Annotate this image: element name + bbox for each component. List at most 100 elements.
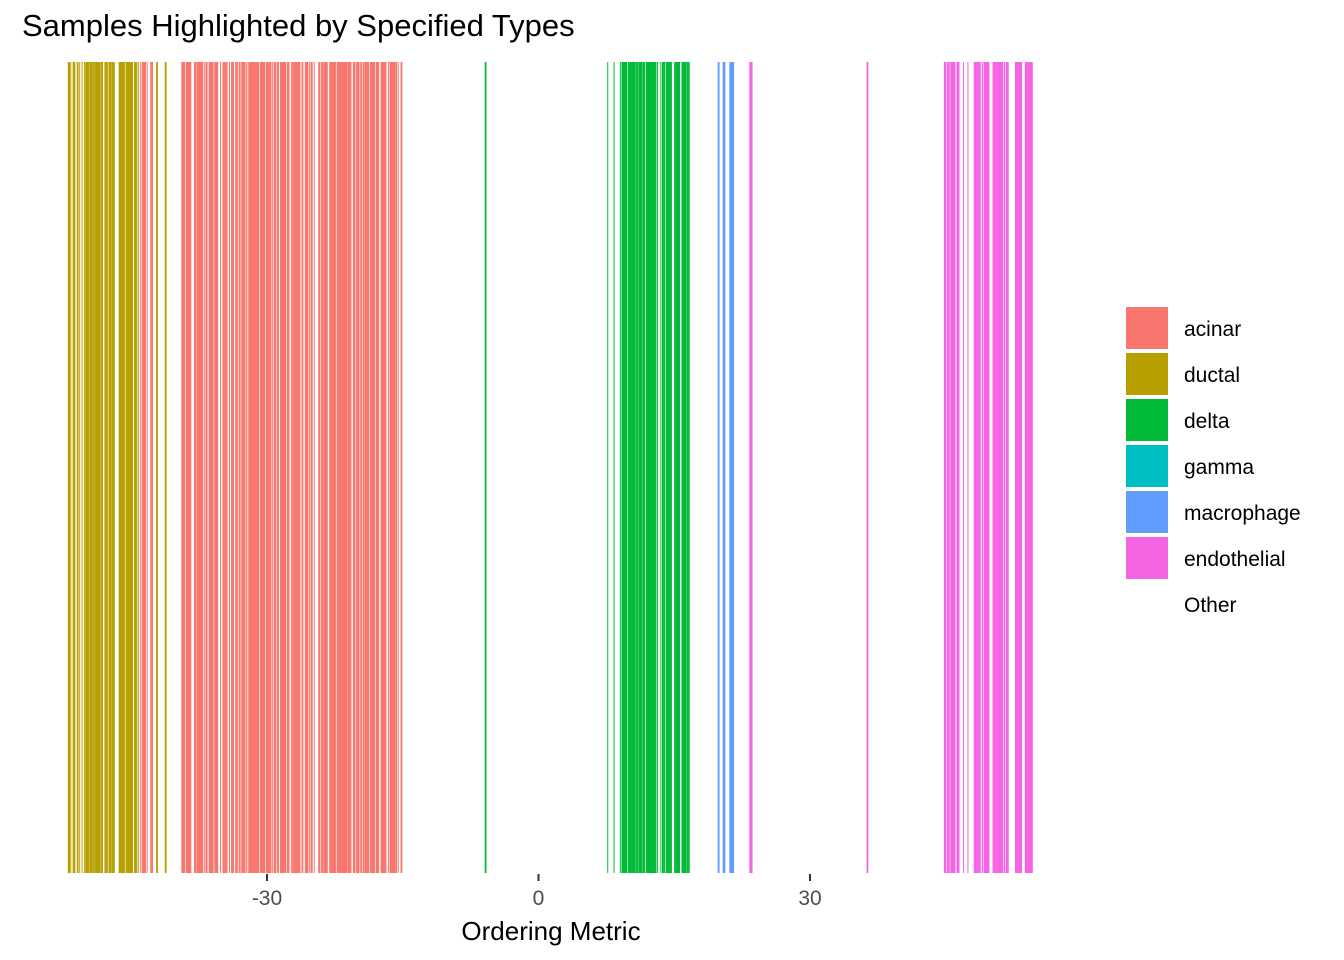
sample-bar-acinar (140, 62, 142, 873)
sample-bar-acinar (334, 62, 336, 873)
sample-bar-acinar (211, 62, 213, 873)
sample-bar-acinar (329, 62, 331, 873)
sample-bar-delta (676, 62, 678, 873)
sample-bar-macrophage (733, 62, 735, 873)
sample-bar-acinar (381, 62, 384, 873)
sample-bar-delta (674, 62, 676, 873)
sample-bar-ductal (89, 62, 92, 873)
sample-bar-acinar (239, 62, 241, 873)
sample-bar-acinar (146, 62, 148, 873)
sample-bar-ductal (88, 62, 90, 873)
x-axis: -30 0 30 Ordering Metric (252, 874, 822, 946)
sample-bar-ductal (109, 62, 112, 873)
sample-bar-ductal (127, 62, 129, 873)
sample-bar-acinar (229, 62, 231, 873)
sample-bar-endothelial (975, 62, 977, 873)
sample-bar-acinar (319, 62, 321, 873)
sample-bar-endothelial (1000, 62, 1003, 873)
sample-bar-ductal (104, 62, 106, 873)
sample-bar-acinar (336, 62, 338, 873)
sample-bar-acinar (141, 62, 143, 873)
sample-bar-acinar (361, 62, 363, 873)
sample-bar-acinar (274, 62, 277, 873)
legend-label: endothelial (1184, 548, 1286, 571)
sample-bar-acinar (342, 62, 345, 873)
legend-swatch (1126, 491, 1168, 533)
legend-item-delta: delta (1126, 398, 1336, 444)
sample-bar-acinar (182, 62, 184, 873)
sample-bar-acinar (364, 62, 367, 873)
sample-bar-ductal (123, 62, 125, 873)
sample-bar-ductal (85, 62, 88, 873)
sample-bar-acinar (254, 62, 256, 873)
sample-bar-endothelial (967, 62, 969, 873)
sample-bar-acinar (337, 62, 339, 873)
legend-item-other: Other (1126, 582, 1336, 628)
sample-bar-delta (638, 62, 641, 873)
sample-bar-endothelial (1016, 62, 1018, 873)
sample-bar-delta (626, 62, 628, 873)
sample-bar-acinar (195, 62, 197, 873)
sample-bar-acinar (143, 62, 146, 873)
sample-bar-ductal (93, 62, 95, 873)
sample-bar-ductal (121, 62, 123, 873)
sample-bar-acinar (269, 62, 271, 873)
sample-bar-acinar (344, 62, 347, 873)
sample-bar-delta (675, 62, 677, 873)
sample-bar-endothelial (1020, 62, 1022, 873)
sample-bar-acinar (332, 62, 334, 873)
sample-bar-delta (685, 62, 687, 873)
sample-bar-acinar (367, 62, 369, 873)
legend-label: gamma (1184, 456, 1255, 479)
sample-bar-delta (642, 62, 644, 873)
sample-bar-acinar (396, 62, 398, 873)
sample-bar-acinar (193, 62, 195, 873)
sample-bar-acinar (277, 62, 279, 873)
sample-bar-endothelial (995, 62, 997, 873)
sample-bar-delta (607, 62, 609, 873)
sample-bar-acinar (223, 62, 225, 873)
sample-bar-acinar (307, 62, 309, 873)
sample-bar-ductal (120, 62, 122, 873)
sample-bar-acinar (313, 62, 315, 873)
sample-bar-acinar (376, 62, 378, 873)
sample-bar-endothelial (976, 62, 978, 873)
sample-bar-acinar (212, 62, 214, 873)
sample-bar-endothelial (1006, 62, 1009, 873)
sample-bar-delta (652, 62, 655, 873)
sample-bar-acinar (187, 62, 190, 873)
sample-bar-acinar (194, 62, 196, 873)
sample-bar-acinar (233, 62, 235, 873)
sample-bar-acinar (243, 62, 245, 873)
sample-bar-acinar (256, 62, 258, 873)
x-axis-label: Ordering Metric (461, 916, 640, 946)
sample-bar-acinar (285, 62, 287, 873)
legend-swatch (1126, 445, 1168, 487)
sample-bar-delta (669, 62, 671, 873)
sample-bar-acinar (268, 62, 270, 873)
legend-label: macrophage (1184, 502, 1301, 525)
sample-bar-delta (629, 62, 631, 873)
sample-bar-endothelial (1017, 62, 1019, 873)
sample-bar-delta (637, 62, 639, 873)
sample-bar-endothelial (956, 62, 959, 873)
legend-swatch (1126, 583, 1168, 625)
sample-bar-acinar (345, 62, 348, 873)
legend-label: ductal (1184, 364, 1241, 387)
sample-bar-acinar (258, 62, 260, 873)
sample-bar-endothelial (995, 62, 996, 873)
sample-bar-acinar (152, 62, 154, 873)
sample-bar-delta (625, 62, 627, 873)
sample-bar-delta (613, 62, 615, 873)
sample-bar-endothelial (983, 62, 985, 873)
sample-bar-macrophage (732, 62, 734, 873)
sample-bar-delta (624, 62, 626, 873)
legend-item-ductal: ductal (1126, 352, 1336, 398)
sample-bar-acinar (210, 62, 213, 873)
sample-bar-acinar (183, 62, 185, 873)
sample-bar-acinar (362, 62, 364, 873)
sample-bar-ductal (119, 62, 122, 873)
sample-bar-ductal (86, 62, 88, 873)
sample-bar-acinar (354, 62, 356, 873)
sample-bar-acinar (310, 62, 313, 873)
